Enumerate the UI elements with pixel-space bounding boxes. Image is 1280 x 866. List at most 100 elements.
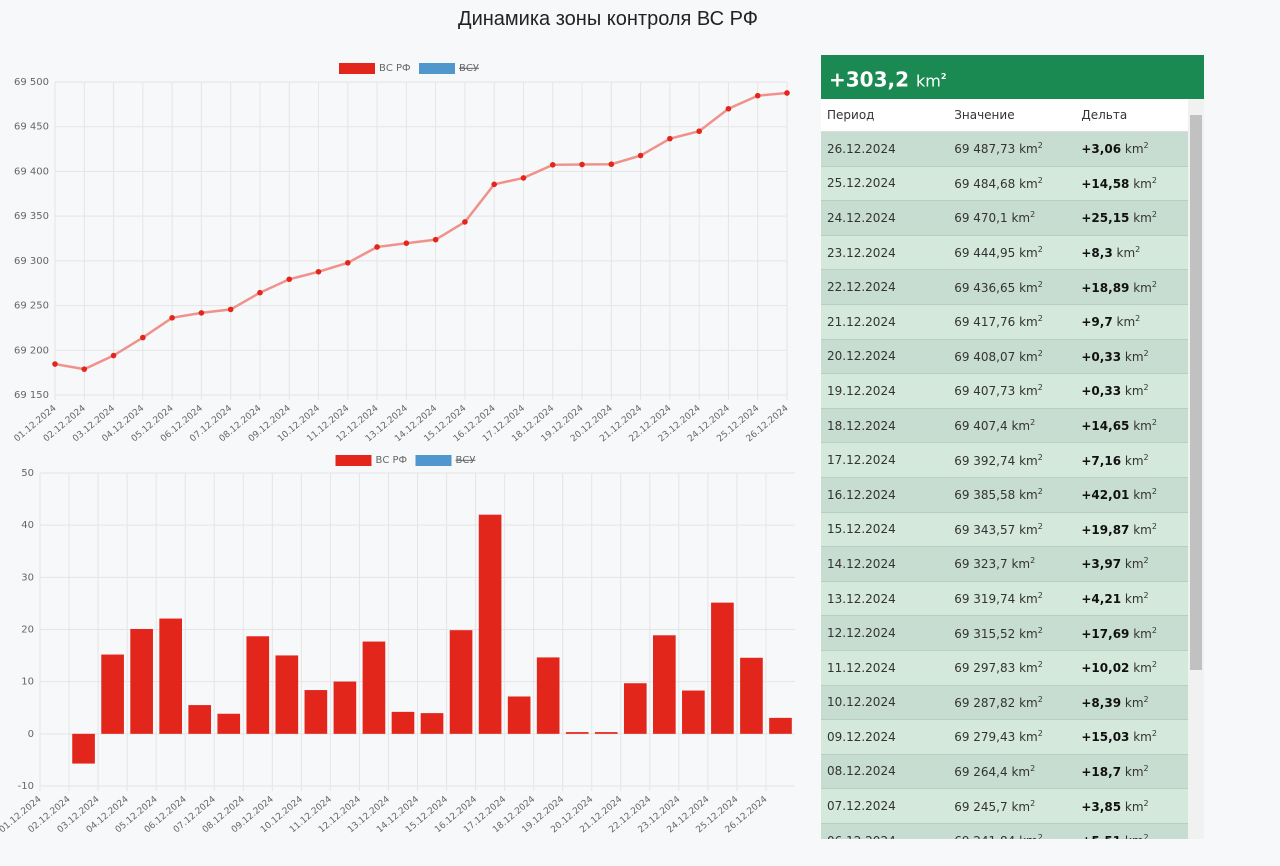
value-cell: 69 470,1 km2 <box>948 210 1075 225</box>
point <box>637 152 644 159</box>
unit: km <box>1019 592 1038 607</box>
bar <box>72 733 95 764</box>
point <box>608 161 615 168</box>
point <box>52 361 58 367</box>
scroll-thumb[interactable] <box>1190 115 1202 670</box>
date-cell: 09.12.2024 <box>827 729 896 744</box>
date-cell: 24.12.2024 <box>827 210 896 225</box>
delta: +8,3 <box>1081 246 1113 261</box>
unit-power: 2 <box>1030 798 1036 808</box>
unit-power: 2 <box>1151 279 1157 289</box>
point <box>754 92 761 99</box>
point <box>81 366 88 372</box>
value: 69 297,83 <box>954 661 1016 676</box>
bar <box>449 630 473 734</box>
value-cell: 69 487,73 km2 <box>948 141 1075 156</box>
unit: km <box>1011 557 1031 572</box>
bar <box>333 681 357 734</box>
table-row: 19.12.2024 69 407,73 km2 +0,33 km2 <box>821 374 1188 409</box>
unit: km <box>1133 176 1152 191</box>
y-tick-label: 20 <box>21 625 34 636</box>
table-row: 07.12.2024 69 245,7 km2 +3,85 km2 <box>821 789 1188 824</box>
delta-cell: +15,03 km2 <box>1075 729 1188 744</box>
unit: km <box>1124 142 1144 157</box>
table-row: 09.12.2024 69 279,43 km2 +15,03 km2 <box>821 720 1188 755</box>
date-cell: 06.12.2024 <box>821 834 948 839</box>
table-row: 24.12.2024 69 470,1 km2 +25,15 km2 <box>821 201 1188 236</box>
unit: km <box>1019 453 1038 468</box>
legend-label[interactable]: ВС РФ <box>376 455 408 466</box>
unit: km <box>1019 730 1038 745</box>
unit-power: 2 <box>1030 763 1036 773</box>
legend-label[interactable]: ВС РФ <box>379 63 411 74</box>
delta: +15,03 <box>1081 730 1130 745</box>
legend-label[interactable]: ВСУ <box>459 63 479 74</box>
bar <box>594 732 618 734</box>
delta-cell: +3,85 km2 <box>1075 799 1188 814</box>
unit: km <box>1011 764 1031 779</box>
point <box>696 128 702 135</box>
value: 69 436,65 <box>954 280 1016 295</box>
value-cell: 69 392,74 km2 <box>948 453 1075 468</box>
unit-power: 2 <box>1037 245 1043 255</box>
table-panel: +303,2 km2 Период Значение Дельта 26.12.… <box>821 55 1204 839</box>
table-row: 21.12.2024 69 417,76 km2 +9,7 km2 <box>821 304 1188 340</box>
date-cell: 07.12.2024 <box>827 799 896 814</box>
unit-power: 2 <box>1135 314 1141 324</box>
unit-power: 2 <box>1037 591 1043 601</box>
delta: +0,33 <box>1081 384 1122 399</box>
delta-cell: +3,97 km2 <box>1075 556 1188 571</box>
bar <box>159 618 182 734</box>
value-cell: 69 436,65 km2 <box>948 280 1075 295</box>
date-cell: 25.12.2024 <box>827 176 896 191</box>
unit: km <box>1124 799 1144 814</box>
date-cell: 21.12.2024 <box>827 314 896 329</box>
bar <box>130 628 153 734</box>
unit-power: 2 <box>1151 521 1157 531</box>
unit: km <box>1019 834 1038 839</box>
unit-power: 2 <box>1151 625 1157 635</box>
scrollbar[interactable] <box>1188 99 1204 839</box>
y-tick-label: 69 150 <box>14 390 49 401</box>
value-cell: 69 245,7 km2 <box>948 799 1075 814</box>
date-cell: 08.12.2024 <box>827 764 896 779</box>
unit: km <box>916 71 941 91</box>
value: 69 279,43 <box>954 730 1016 745</box>
unit: km <box>1133 661 1152 676</box>
value: 69 407,4 <box>954 419 1008 434</box>
unit-power: 2 <box>1135 245 1141 255</box>
point <box>579 161 585 168</box>
column-header: Дельта <box>1081 108 1128 122</box>
date-cell: 22.12.2024 <box>827 280 896 295</box>
legend-label[interactable]: ВСУ <box>456 455 476 466</box>
date-cell: 17.12.2024 <box>827 453 896 468</box>
unit-power: 2 <box>1037 660 1043 670</box>
unit: km <box>1019 384 1038 399</box>
delta: +17,69 <box>1081 626 1130 641</box>
delta: +18,7 <box>1081 764 1122 779</box>
delta-cell: +0,33 km2 <box>1075 383 1188 398</box>
point <box>374 244 380 250</box>
point <box>345 259 351 266</box>
bar <box>653 635 676 734</box>
date-cell: 11.12.2024 <box>827 660 896 675</box>
date-cell: 13.12.2024 <box>827 591 896 606</box>
unit-power: 2 <box>1037 279 1043 289</box>
delta: +10,02 <box>1081 661 1130 676</box>
bar <box>420 713 444 734</box>
value: 69 407,73 <box>954 384 1016 399</box>
unit-power: 2 <box>1143 694 1149 704</box>
table-row: 18.12.2024 69 407,4 km2 +14,65 km2 <box>821 408 1188 444</box>
y-tick-label: 69 500 <box>14 77 49 88</box>
date-cell: 20.12.2024 <box>827 349 896 364</box>
delta-cell: +4,21 km2 <box>1075 591 1188 606</box>
unit: km <box>1019 315 1038 330</box>
delta-cell: +8,39 km2 <box>1075 695 1188 710</box>
unit-power: 2 <box>1037 833 1043 839</box>
value: 69 487,73 <box>954 142 1016 157</box>
unit-power: 2 <box>1143 141 1149 151</box>
unit: km <box>1124 384 1144 399</box>
value-cell: 69 264,4 km2 <box>948 764 1075 779</box>
unit-power: 2 <box>1143 591 1149 601</box>
